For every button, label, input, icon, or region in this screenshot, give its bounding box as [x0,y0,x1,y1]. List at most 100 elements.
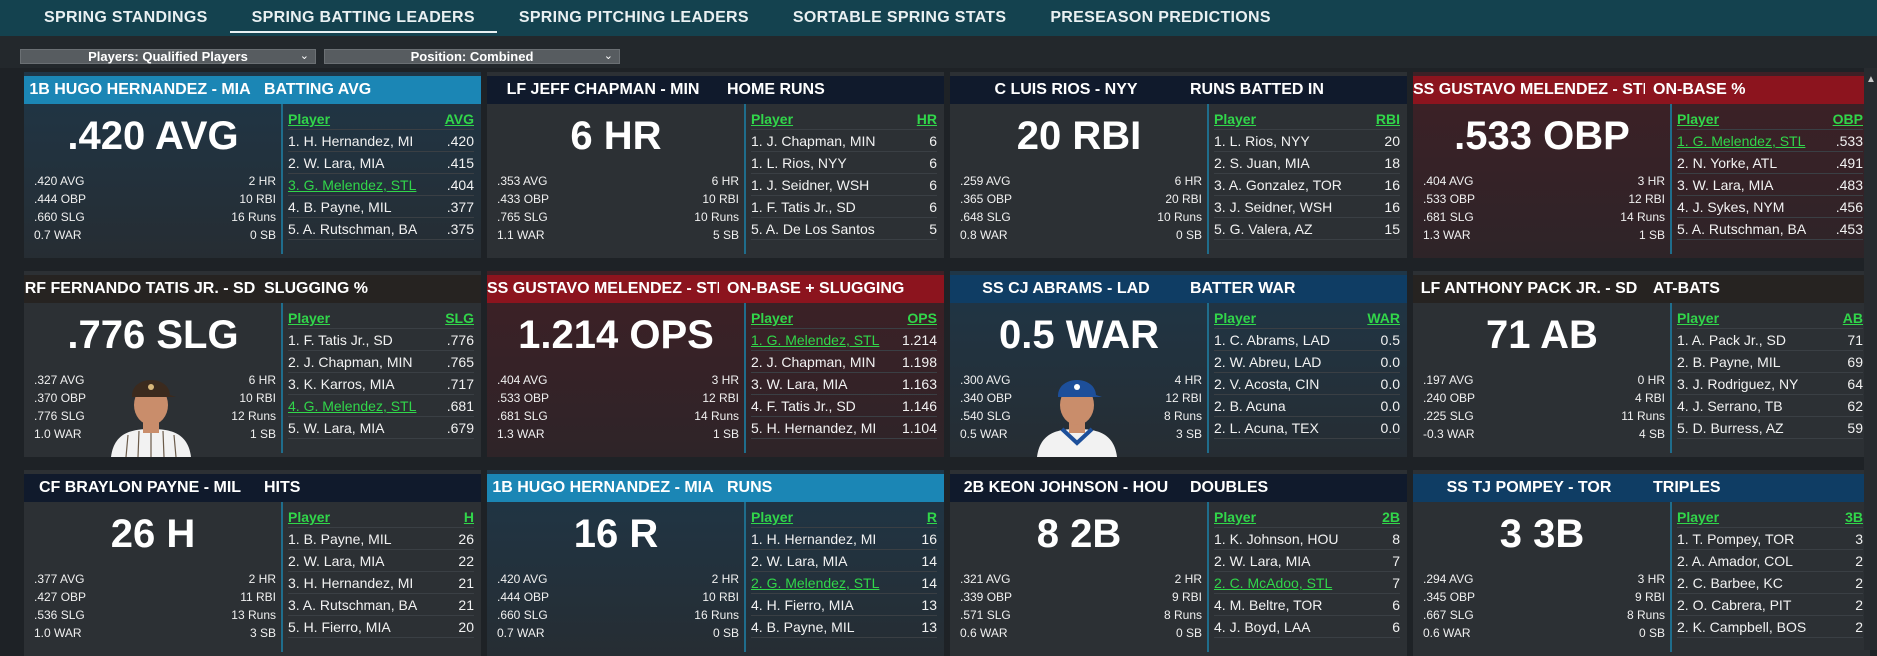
leader-row[interactable]: 1. T. Pompey, TOR 3 [1677,528,1863,550]
leader-row-name[interactable]: 5. A. Rutschman, BA [1677,221,1807,237]
tab-spring-standings[interactable]: SPRING STANDINGS [44,9,208,26]
leader-row[interactable]: 1. L. Rios, NYY 20 [1214,130,1400,152]
leader-card[interactable]: LF ANTHONY PACK JR. - SD AT-BATS 71 AB .… [1413,271,1870,457]
leader-row[interactable]: 1. A. Pack Jr., SD 71 [1677,329,1863,351]
leader-player-name[interactable]: LF ANTHONY PACK JR. - SD [1420,280,1638,297]
leader-player-name[interactable]: 1B HUGO HERNANDEZ - MIA [492,479,714,496]
leader-row-name[interactable]: 3. A. Rutschman, BA [288,597,418,613]
column-header-stat[interactable]: H [463,509,474,525]
leader-row[interactable]: 3. A. Gonzalez, TOR 16 [1214,174,1400,196]
column-header-player[interactable]: Player [1677,509,1720,525]
vertical-scrollbar[interactable]: ▲ [1864,68,1877,650]
column-header-player[interactable]: Player [751,310,794,326]
leader-row-name[interactable]: 1. L. Rios, NYY [751,155,847,171]
position-filter-dropdown[interactable]: Position: Combined ⌄ [324,49,620,64]
column-header-stat[interactable]: SLG [445,310,474,326]
leader-row-name[interactable]: 4. J. Boyd, LAA [1214,619,1311,635]
leader-row[interactable]: 4. M. Beltre, TOR 6 [1214,594,1400,616]
leader-row-name[interactable]: 5. W. Lara, MIA [288,420,385,436]
leader-row-name[interactable]: 4. B. Payne, MIL [288,199,392,215]
leader-row[interactable]: 5. A. Rutschman, BA .375 [288,218,474,240]
leader-row-name[interactable]: 2. N. Yorke, ATL [1677,155,1778,171]
leader-row-name[interactable]: 3. J. Seidner, WSH [1214,199,1333,215]
leader-row[interactable]: 1. H. Hernandez, MI 16 [751,528,937,550]
leader-row-name[interactable]: 2. S. Juan, MIA [1214,155,1310,171]
leader-row[interactable]: 1. J. Chapman, MIN 6 [751,130,937,152]
column-header-stat[interactable]: 3B [1845,509,1863,525]
tab-spring-batting-leaders[interactable]: SPRING BATTING LEADERS [229,3,497,33]
leader-row-name[interactable]: 2. W. Lara, MIA [288,155,385,171]
leader-row[interactable]: 2. N. Yorke, ATL .491 [1677,152,1863,174]
leader-row[interactable]: 2. L. Acuna, TEX 0.0 [1214,417,1400,439]
leader-row[interactable]: 1. J. Seidner, WSH 6 [751,174,937,196]
leader-row-name[interactable]: 2. J. Chapman, MIN [751,354,876,370]
leader-row[interactable]: 2. J. Chapman, MIN 1.198 [751,351,937,373]
leader-row[interactable]: 1. H. Hernandez, MI .420 [288,130,474,152]
leader-row-name[interactable]: 1. J. Chapman, MIN [751,133,876,149]
leader-row[interactable]: 2. A. Amador, COL 2 [1677,550,1863,572]
column-header-stat[interactable]: RBI [1375,111,1400,127]
leader-row-name[interactable]: 1. F. Tatis Jr., SD [288,332,393,348]
leader-row-name[interactable]: 2. L. Acuna, TEX [1214,420,1319,436]
leader-row-name[interactable]: 2. O. Cabrera, PIT [1677,597,1792,613]
leader-row[interactable]: 2. W. Lara, MIA 22 [288,550,474,572]
leader-row-name[interactable]: 2. V. Acosta, CIN [1214,376,1320,392]
players-filter-dropdown[interactable]: Players: Qualified Players ⌄ [20,49,316,64]
leader-row[interactable]: 5. A. De Los Santos 5 [751,218,937,240]
column-header-player[interactable]: Player [751,509,794,525]
leader-row-name[interactable]: 4. G. Melendez, STL [288,398,417,414]
column-header-player[interactable]: Player [1214,509,1257,525]
leader-row[interactable]: 1. K. Johnson, HOU 8 [1214,528,1400,550]
column-header-player[interactable]: Player [1214,111,1257,127]
leader-row[interactable]: 3. J. Seidner, WSH 16 [1214,196,1400,218]
leader-row[interactable]: 1. L. Rios, NYY 6 [751,152,937,174]
leader-row[interactable]: 3. W. Lara, MIA 1.163 [751,373,937,395]
leader-row-name[interactable]: 2. W. Lara, MIA [1214,553,1311,569]
leader-row-name[interactable]: 3. K. Karros, MIA [288,376,395,392]
leader-row-name[interactable]: 2. W. Abreu, LAD [1214,354,1322,370]
column-header-player[interactable]: Player [288,111,331,127]
leader-row[interactable]: 4. B. Payne, MIL 13 [751,616,937,638]
leader-row-name[interactable]: 1. G. Melendez, STL [1677,133,1806,149]
leader-row[interactable]: 2. O. Cabrera, PIT 2 [1677,594,1863,616]
leader-row[interactable]: 2. S. Juan, MIA 18 [1214,152,1400,174]
leader-row[interactable]: 4. F. Tatis Jr., SD 1.146 [751,395,937,417]
leader-row-name[interactable]: 2. A. Amador, COL [1677,553,1793,569]
leader-row-name[interactable]: 4. M. Beltre, TOR [1214,597,1323,613]
leader-player-name[interactable]: SS CJ ABRAMS - LAD [982,280,1150,297]
leader-row-name[interactable]: 1. G. Melendez, STL [751,332,880,348]
leader-card[interactable]: LF JEFF CHAPMAN - MIN HOME RUNS 6 HR .35… [487,72,944,258]
leader-row[interactable]: 1. F. Tatis Jr., SD .776 [288,329,474,351]
column-header-stat[interactable]: AVG [444,111,474,127]
column-header-player[interactable]: Player [1677,310,1720,326]
leader-player-name[interactable]: RF FERNANDO TATIS JR. - SD [24,280,256,297]
leader-row-name[interactable]: 2. B. Acuna [1214,398,1286,414]
leader-row[interactable]: 2. W. Lara, MIA 14 [751,550,937,572]
leader-row[interactable]: 3. A. Rutschman, BA 21 [288,594,474,616]
column-header-player[interactable]: Player [1677,111,1720,127]
leader-row-name[interactable]: 4. J. Serrano, TB [1677,398,1783,414]
leader-row[interactable]: 2. W. Lara, MIA 7 [1214,550,1400,572]
column-header-stat[interactable]: AB [1842,310,1863,326]
leader-row-name[interactable]: 3. H. Hernandez, MI [288,575,414,591]
column-header-stat[interactable]: R [926,509,937,525]
leader-row[interactable]: 2. W. Abreu, LAD 0.0 [1214,351,1400,373]
column-header-player[interactable]: Player [751,111,794,127]
leader-row[interactable]: 3. G. Melendez, STL .404 [288,174,474,196]
leader-row-name[interactable]: 4. H. Fierro, MIA [751,597,854,613]
leader-row-name[interactable]: 3. A. Gonzalez, TOR [1214,177,1342,193]
leader-row-name[interactable]: 5. D. Burress, AZ [1677,420,1784,436]
leader-card[interactable]: SS GUSTAVO MELENDEZ - STL ON-BASE % .533… [1413,72,1870,258]
leader-card[interactable]: C LUIS RIOS - NYY RUNS BATTED IN 20 RBI … [950,72,1407,258]
leader-row-name[interactable]: 1. T. Pompey, TOR [1677,531,1795,547]
leader-row[interactable]: 3. K. Karros, MIA .717 [288,373,474,395]
leader-row[interactable]: 2. V. Acosta, CIN 0.0 [1214,373,1400,395]
tab-preseason-predictions[interactable]: PRESEASON PREDICTIONS [1050,9,1271,26]
leader-row-name[interactable]: 4. F. Tatis Jr., SD [751,398,856,414]
leader-row-name[interactable]: 4. B. Payne, MIL [751,619,855,635]
leader-row[interactable]: 5. H. Hernandez, MI 1.104 [751,417,937,439]
leader-row-name[interactable]: 2. C. McAdoo, STL [1214,575,1333,591]
leader-row-name[interactable]: 1. C. Abrams, LAD [1214,332,1330,348]
column-header-player[interactable]: Player [288,509,331,525]
leader-row-name[interactable]: 3. G. Melendez, STL [288,177,417,193]
